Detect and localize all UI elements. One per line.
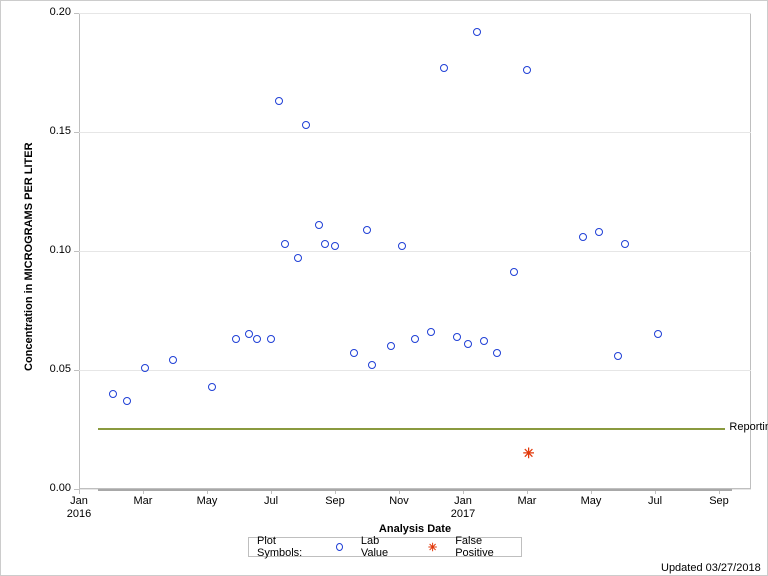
x-tick-label: Sep bbox=[701, 495, 737, 507]
legend-title: Plot Symbols: bbox=[257, 535, 314, 559]
data-point-lab-value bbox=[621, 240, 629, 248]
grid-line bbox=[79, 251, 751, 252]
x-tick-label: Sep bbox=[317, 495, 353, 507]
y-tick bbox=[74, 13, 79, 14]
grid-line bbox=[79, 13, 751, 14]
data-point-lab-value bbox=[387, 342, 395, 350]
data-point-lab-value bbox=[427, 328, 435, 336]
y-tick-label: 0.10 bbox=[37, 244, 71, 256]
data-point-lab-value bbox=[232, 335, 240, 343]
data-point-lab-value bbox=[331, 242, 339, 250]
data-point-lab-value bbox=[480, 337, 488, 345]
x-tick-label: Nov bbox=[381, 495, 417, 507]
chart-frame: 0.000.050.100.150.20Jan2016MarMayJulSepN… bbox=[0, 0, 768, 576]
data-point-lab-value bbox=[510, 268, 518, 276]
data-point-lab-value bbox=[464, 340, 472, 348]
grid-line bbox=[79, 370, 751, 371]
y-tick-label: 0.05 bbox=[37, 363, 71, 375]
data-point-lab-value bbox=[614, 352, 622, 360]
x-tick bbox=[79, 489, 80, 494]
data-point-lab-value bbox=[109, 390, 117, 398]
data-point-lab-value bbox=[245, 330, 253, 338]
data-point-false-positive: ✳ bbox=[523, 446, 535, 460]
data-point-lab-value bbox=[363, 226, 371, 234]
data-point-lab-value bbox=[302, 121, 310, 129]
legend-item-label: Lab Value bbox=[361, 535, 402, 559]
data-point-lab-value bbox=[595, 228, 603, 236]
updated-timestamp: Updated 03/27/2018 bbox=[661, 562, 761, 574]
zero-line bbox=[98, 489, 732, 491]
x-tick-label-year: 2016 bbox=[59, 508, 99, 520]
data-point-lab-value bbox=[267, 335, 275, 343]
data-point-lab-value bbox=[350, 349, 358, 357]
x-tick-label: Jan bbox=[445, 495, 481, 507]
data-point-lab-value bbox=[321, 240, 329, 248]
x-tick-label: May bbox=[573, 495, 609, 507]
legend-item-label: False Positive bbox=[455, 535, 513, 559]
x-tick-label: Mar bbox=[125, 495, 161, 507]
data-point-lab-value bbox=[523, 66, 531, 74]
data-point-lab-value bbox=[123, 397, 131, 405]
data-point-lab-value bbox=[253, 335, 261, 343]
x-tick-label: Jan bbox=[61, 495, 97, 507]
legend: Plot Symbols: Lab Value ✳ False Positive bbox=[248, 537, 522, 557]
data-point-lab-value bbox=[440, 64, 448, 72]
data-point-lab-value bbox=[368, 361, 376, 369]
data-point-lab-value bbox=[473, 28, 481, 36]
x-tick-label: Jul bbox=[637, 495, 673, 507]
data-point-lab-value bbox=[281, 240, 289, 248]
data-point-lab-value bbox=[453, 333, 461, 341]
x-tick-label-year: 2017 bbox=[443, 508, 483, 520]
data-point-lab-value bbox=[398, 242, 406, 250]
reporting-level-line bbox=[98, 428, 725, 430]
y-tick bbox=[74, 132, 79, 133]
x-tick-label: Mar bbox=[509, 495, 545, 507]
data-point-lab-value bbox=[169, 356, 177, 364]
legend-symbol-circle-icon bbox=[336, 543, 343, 551]
y-tick-label: 0.20 bbox=[37, 6, 71, 18]
x-axis-label: Analysis Date bbox=[79, 523, 751, 535]
y-tick-label: 0.15 bbox=[37, 125, 71, 137]
data-point-lab-value bbox=[579, 233, 587, 241]
legend-symbol-star-icon: ✳ bbox=[428, 541, 437, 554]
data-point-lab-value bbox=[411, 335, 419, 343]
y-tick bbox=[74, 251, 79, 252]
data-point-lab-value bbox=[141, 364, 149, 372]
y-tick-label: 0.00 bbox=[37, 482, 71, 494]
data-point-lab-value bbox=[654, 330, 662, 338]
data-point-lab-value bbox=[208, 383, 216, 391]
x-tick-label: May bbox=[189, 495, 225, 507]
data-point-lab-value bbox=[294, 254, 302, 262]
y-tick bbox=[74, 370, 79, 371]
x-tick-label: Jul bbox=[253, 495, 289, 507]
y-axis-label: Concentration in MICROGRAMS PER LITER bbox=[23, 142, 35, 371]
reporting-level-label: Reporting Level bbox=[729, 421, 768, 433]
data-point-lab-value bbox=[275, 97, 283, 105]
grid-line bbox=[79, 132, 751, 133]
data-point-lab-value bbox=[493, 349, 501, 357]
data-point-lab-value bbox=[315, 221, 323, 229]
